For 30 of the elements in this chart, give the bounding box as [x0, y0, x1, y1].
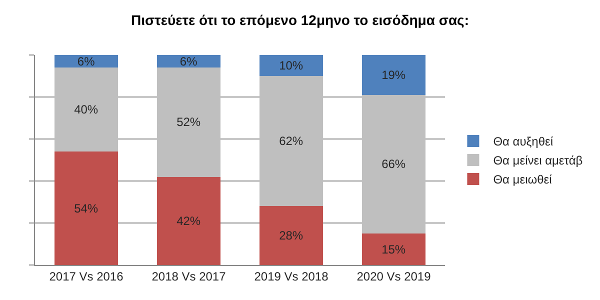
- data-label: 52%: [176, 115, 201, 130]
- legend-label: Θα αυξηθεί: [493, 134, 554, 149]
- data-label: 40%: [74, 102, 98, 117]
- bar: [362, 94, 426, 234]
- bar: [259, 55, 324, 76]
- bar: [362, 234, 426, 265]
- data-label: 15%: [382, 242, 406, 256]
- legend-label: Θα μειωθεί: [493, 172, 552, 187]
- data-label: 6%: [180, 54, 198, 68]
- x-tick-label: 2017 Vs 2016: [49, 269, 124, 284]
- x-tick-label: 2020 Vs 2019: [356, 269, 432, 284]
- data-label: 62%: [279, 134, 304, 148]
- legend-label: Θα μείνει αμετάβ: [493, 154, 583, 168]
- data-label: 28%: [279, 228, 304, 243]
- bar: [156, 176, 221, 265]
- x-tick-label: 2019 Vs 2018: [254, 269, 329, 284]
- x-tick-label: 2018 Vs 2017: [152, 269, 226, 284]
- bar: [54, 152, 118, 265]
- bar: [259, 76, 324, 206]
- bar: [54, 68, 118, 152]
- data-label: 54%: [74, 201, 98, 216]
- data-label: 42%: [176, 214, 201, 228]
- data-label: 19%: [382, 68, 406, 82]
- data-label: 66%: [382, 157, 406, 172]
- bar: [259, 206, 324, 265]
- data-label: 6%: [77, 54, 96, 68]
- data-label: 10%: [279, 58, 304, 72]
- bar: [156, 68, 221, 177]
- chart-title: Πιστεύετε ότι το επόμενο 12μηνο το εισόδημα σας:: [131, 12, 469, 28]
- bar: [362, 55, 426, 95]
